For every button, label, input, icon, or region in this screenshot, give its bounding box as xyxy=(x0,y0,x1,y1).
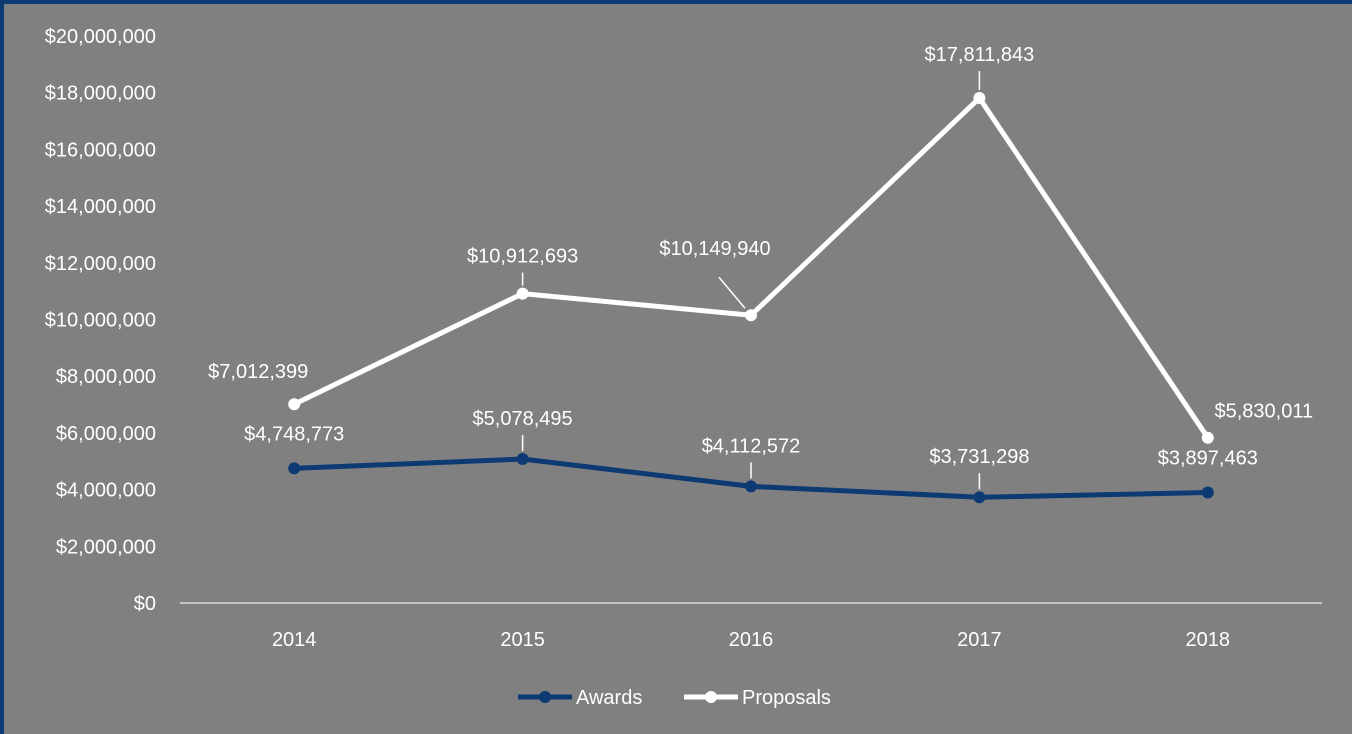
awards-point xyxy=(516,453,529,466)
proposals-data-label: $5,830,011 xyxy=(1214,401,1313,423)
awards-legend-label: Awards xyxy=(576,687,642,709)
proposals-data-label: $10,149,940 xyxy=(659,238,770,260)
legend: Awards Proposals xyxy=(518,687,831,709)
y-tick-label: $8,000,000 xyxy=(56,366,156,388)
awards-legend-marker xyxy=(539,691,551,703)
awards-data-label: $4,748,773 xyxy=(244,423,344,445)
awards-point xyxy=(973,491,986,504)
proposals-point xyxy=(1201,431,1214,444)
y-tick-label: $2,000,000 xyxy=(56,536,156,558)
y-axis: $0 $2,000,000 $4,000,000 $6,000,000 $8,000,0… xyxy=(45,26,156,615)
y-tick-label: $16,000,000 xyxy=(45,139,156,161)
awards-point xyxy=(1201,486,1214,499)
proposals-point xyxy=(288,398,301,411)
chart-area: $0 $2,000,000 $4,000,000 $6,000,000 $8,000,0… xyxy=(4,4,1352,734)
y-tick-label: $6,000,000 xyxy=(56,423,156,445)
y-tick-label: $4,000,000 xyxy=(56,480,156,502)
x-tick-label: 2015 xyxy=(500,629,545,651)
proposals-legend-label: Proposals xyxy=(742,687,831,709)
awards-point xyxy=(745,480,757,493)
proposals-data-label: $10,912,693 xyxy=(467,246,578,268)
proposals-point xyxy=(973,92,986,105)
x-tick-label: 2018 xyxy=(1186,629,1231,651)
awards-data-label: $3,731,298 xyxy=(929,446,1029,468)
line-chart: $0 $2,000,000 $4,000,000 $6,000,000 $8,000,0… xyxy=(45,26,1322,709)
y-tick-label: $18,000,000 xyxy=(45,83,156,105)
proposals-legend-marker xyxy=(705,691,717,703)
proposals-leader-line xyxy=(718,276,746,309)
y-tick-label: $12,000,000 xyxy=(45,253,156,275)
x-axis: 2014 2015 2016 2017 2018 xyxy=(180,602,1322,651)
proposals-data-label: $7,012,399 xyxy=(208,361,308,383)
awards-data-label: $3,897,463 xyxy=(1158,448,1258,470)
x-tick-label: 2016 xyxy=(729,629,774,651)
x-tick-label: 2014 xyxy=(272,629,317,651)
y-tick-label: $0 xyxy=(134,593,156,615)
x-tick-label: 2017 xyxy=(957,629,1002,651)
awards-data-label: $4,112,572 xyxy=(702,435,801,457)
proposals-point xyxy=(745,309,757,322)
proposals-series-line xyxy=(291,95,1211,441)
proposals-data-label: $17,811,843 xyxy=(925,44,1035,66)
series-layer: $4,748,773 $5,078,495 $4,112,572 $3,731,298… xyxy=(208,44,1313,504)
y-tick-label: $14,000,000 xyxy=(45,196,156,218)
awards-data-label: $5,078,495 xyxy=(473,408,573,430)
proposals-point xyxy=(516,287,529,300)
awards-point xyxy=(288,462,301,475)
y-tick-label: $20,000,000 xyxy=(45,26,156,48)
y-tick-label: $10,000,000 xyxy=(45,310,156,332)
